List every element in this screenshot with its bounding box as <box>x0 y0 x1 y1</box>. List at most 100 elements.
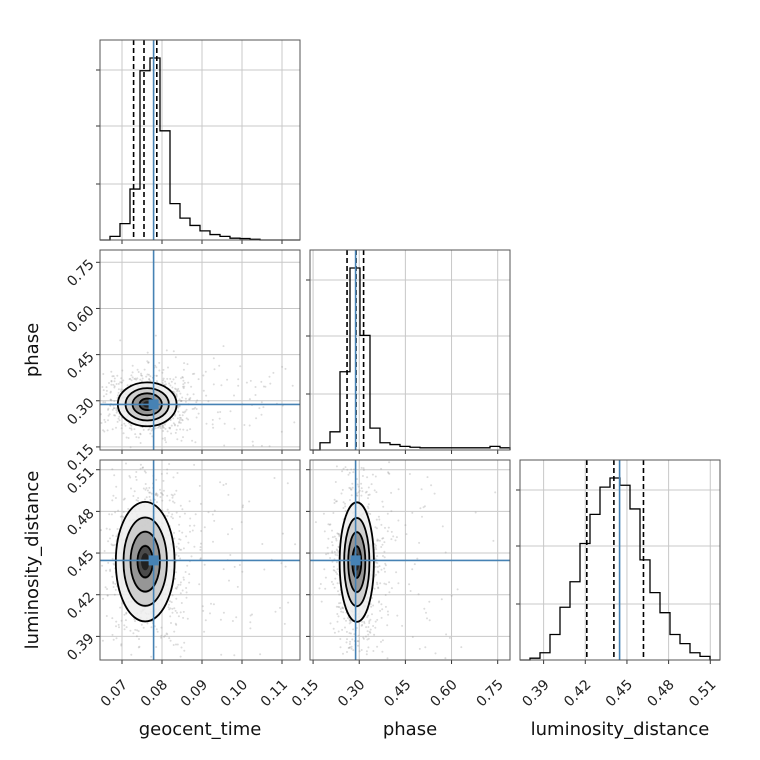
sample-point <box>176 586 179 588</box>
sample-point <box>116 374 119 377</box>
sample-point <box>173 493 176 496</box>
sample-point <box>254 394 257 396</box>
sample-point <box>341 606 344 609</box>
sample-point <box>174 587 177 590</box>
sample-point <box>179 418 181 421</box>
sample-point <box>137 371 140 373</box>
sample-point <box>345 641 348 644</box>
sample-point <box>164 427 167 430</box>
sample-point <box>421 515 423 518</box>
sample-point <box>134 628 137 631</box>
sample-point <box>101 639 104 642</box>
sample-point <box>173 531 176 534</box>
sample-point <box>193 463 196 466</box>
sample-point <box>160 472 163 475</box>
sample-point <box>177 583 180 586</box>
sample-point <box>191 408 194 410</box>
sample-point <box>387 613 390 616</box>
sample-point <box>350 494 353 497</box>
sample-point <box>426 617 428 620</box>
sample-point <box>189 397 192 399</box>
sample-point <box>144 471 147 474</box>
sample-point <box>170 424 173 427</box>
sample-point <box>104 421 107 423</box>
sample-point <box>441 525 444 528</box>
sample-point <box>367 503 370 506</box>
sample-point <box>209 612 211 615</box>
sample-point <box>377 539 380 542</box>
sample-point <box>178 523 181 526</box>
sample-point <box>384 570 386 573</box>
sample-point <box>145 375 148 378</box>
sample-point <box>360 649 363 651</box>
sample-point <box>376 539 379 542</box>
sample-point <box>130 427 133 430</box>
sample-point <box>139 442 142 444</box>
sample-point <box>176 438 179 441</box>
sample-point <box>174 356 177 359</box>
sample-point <box>376 566 379 568</box>
sample-point <box>210 602 212 605</box>
sample-point <box>381 639 384 642</box>
sample-point <box>113 377 116 380</box>
x-tick-label: 0.07 <box>98 677 131 710</box>
sample-point <box>382 505 385 508</box>
sample-point <box>120 381 123 384</box>
sample-point <box>374 546 377 549</box>
sample-point <box>360 482 363 485</box>
sample-point <box>248 424 251 427</box>
sample-point <box>370 483 373 486</box>
sample-point <box>323 530 326 533</box>
sample-point <box>252 444 255 447</box>
sample-point <box>107 540 110 543</box>
sample-point <box>164 634 167 637</box>
sample-point <box>139 433 142 436</box>
sample-point <box>353 468 355 471</box>
sample-point <box>120 381 123 384</box>
sample-point <box>413 563 416 566</box>
sample-point <box>115 637 118 640</box>
sample-point <box>348 471 351 474</box>
sample-point <box>366 476 369 479</box>
sample-point <box>380 568 383 571</box>
sample-point <box>171 607 174 610</box>
sample-point <box>348 618 351 621</box>
sample-point <box>352 628 355 631</box>
sample-point <box>340 610 343 613</box>
sample-point <box>100 422 103 424</box>
sample-point <box>158 369 161 372</box>
sample-point <box>233 427 236 430</box>
sample-point <box>183 385 186 388</box>
sample-point <box>129 476 132 479</box>
sample-point <box>357 644 360 647</box>
sample-point <box>184 397 187 400</box>
sample-point <box>235 616 238 619</box>
sample-point <box>390 530 393 533</box>
sample-point <box>173 423 176 426</box>
sample-point <box>115 411 118 414</box>
sample-point <box>169 426 172 429</box>
sample-point <box>349 640 352 643</box>
sample-point <box>365 653 368 656</box>
sample-point <box>166 515 169 517</box>
sample-point <box>425 611 427 614</box>
sample-point <box>204 370 207 373</box>
panel-hist-phase <box>306 249 511 454</box>
sample-point <box>395 571 398 574</box>
sample-point <box>380 640 382 643</box>
sample-point <box>181 531 184 534</box>
sample-point <box>112 582 115 585</box>
x-tick-label: 0.15 <box>289 677 322 710</box>
sample-point <box>365 626 368 629</box>
sample-point <box>170 601 173 604</box>
sample-point <box>135 378 138 381</box>
sample-point <box>179 655 182 658</box>
sample-point <box>159 427 162 430</box>
sample-point <box>325 553 328 556</box>
sample-point <box>148 378 151 381</box>
sample-point <box>124 424 127 427</box>
sample-point <box>112 581 115 583</box>
x-tick-label: 0.51 <box>686 677 719 710</box>
sample-point <box>373 489 376 492</box>
sample-point <box>110 513 113 516</box>
